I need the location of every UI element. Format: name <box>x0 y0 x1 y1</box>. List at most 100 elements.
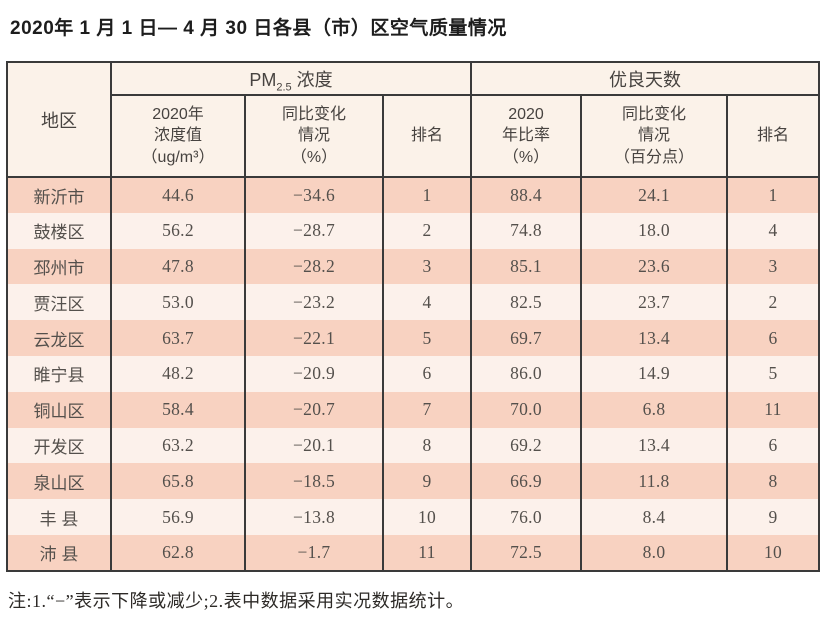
pm25-suffix: 浓度 <box>291 69 333 90</box>
pm25-yoy-cell: −1.7 <box>244 534 384 571</box>
table-row: 邳州市 47.8 −28.2 3 85.1 23.6 3 <box>6 248 821 285</box>
air-quality-table: 地区 PM2.5 浓度 优良天数 2020年 浓度值 （ug/m³） 同比变化 … <box>6 61 821 572</box>
gooddays-rank-cell: 1 <box>725 177 821 213</box>
gooddays-yoy-cell: 6.8 <box>580 391 728 428</box>
region-cell: 贾汪区 <box>6 284 112 321</box>
table-row: 开发区 63.2 −20.1 8 69.2 13.4 6 <box>6 427 821 464</box>
pm25-rank-cell: 9 <box>382 463 472 500</box>
gooddays-rank-cell: 8 <box>725 463 821 500</box>
column-header-gooddays-rank: 排名 <box>725 95 821 178</box>
header-sub-row: 2020年 浓度值 （ug/m³） 同比变化 情况 （%） 排名 2020 年比… <box>7 95 821 178</box>
pm25-yoy-cell: −22.1 <box>244 320 384 356</box>
gooddays-rate-cell: 70.0 <box>470 391 582 428</box>
pm25-value-cell: 44.6 <box>110 177 246 213</box>
gooddays-rank-cell: 3 <box>725 248 821 285</box>
gooddays-yoy-cell: 14.9 <box>580 355 728 392</box>
table-row: 云龙区 63.7 −22.1 5 69.7 13.4 6 <box>6 320 821 356</box>
gooddays-rank-cell: 6 <box>725 320 821 356</box>
gooddays-yoy-cell: 23.6 <box>580 248 728 285</box>
gooddays-rate-cell: 85.1 <box>470 248 582 285</box>
pm25-value-cell: 56.2 <box>110 212 246 249</box>
region-cell: 丰 县 <box>6 499 112 535</box>
table-row: 丰 县 56.9 −13.8 10 76.0 8.4 9 <box>6 499 821 535</box>
pm25-rank-cell: 3 <box>382 248 472 285</box>
pm25-yoy-cell: −28.7 <box>244 212 384 249</box>
gooddays-rank-cell: 2 <box>725 284 821 321</box>
gooddays-rate-cell: 69.2 <box>470 427 582 464</box>
region-cell: 新沂市 <box>6 177 112 213</box>
table-row: 泉山区 65.8 −18.5 9 66.9 11.8 8 <box>6 463 821 500</box>
table-header: 地区 PM2.5 浓度 优良天数 2020年 浓度值 （ug/m³） 同比变化 … <box>6 62 821 178</box>
column-header-pm25-rank: 排名 <box>382 95 472 178</box>
gooddays-rate-cell: 69.7 <box>470 320 582 356</box>
region-cell: 铜山区 <box>6 391 112 428</box>
gooddays-yoy-cell: 8.4 <box>580 499 728 535</box>
pm25-yoy-cell: −23.2 <box>244 284 384 321</box>
pm25-yoy-cell: −20.1 <box>244 427 384 464</box>
gooddays-rank-cell: 6 <box>725 427 821 464</box>
pm25-rank-cell: 8 <box>382 427 472 464</box>
pm25-yoy-cell: −20.7 <box>244 391 384 428</box>
header-group-row: 地区 PM2.5 浓度 优良天数 <box>6 62 821 178</box>
pm25-label: PM <box>249 69 277 90</box>
pm25-rank-cell: 7 <box>382 391 472 428</box>
table-row: 新沂市 44.6 −34.6 1 88.4 24.1 1 <box>6 177 821 213</box>
pm25-value-cell: 63.2 <box>110 427 246 464</box>
region-cell: 泉山区 <box>6 463 112 500</box>
column-group-good-days: 优良天数 <box>469 62 821 96</box>
gooddays-rate-cell: 74.8 <box>470 212 582 249</box>
region-cell: 沛 县 <box>6 534 112 571</box>
gooddays-rate-cell: 82.5 <box>470 284 582 321</box>
region-cell: 云龙区 <box>6 320 112 356</box>
table-row: 鼓楼区 56.2 −28.7 2 74.8 18.0 4 <box>6 212 821 249</box>
gooddays-yoy-cell: 11.8 <box>580 463 728 500</box>
gooddays-rate-cell: 88.4 <box>470 177 582 213</box>
pm25-rank-cell: 6 <box>382 355 472 392</box>
pm25-value-cell: 56.9 <box>110 499 246 535</box>
gooddays-rate-cell: 66.9 <box>470 463 582 500</box>
gooddays-yoy-cell: 18.0 <box>580 212 728 249</box>
pm25-rank-cell: 10 <box>382 499 472 535</box>
pm25-yoy-cell: −34.6 <box>244 177 384 213</box>
gooddays-rank-cell: 4 <box>725 212 821 249</box>
column-header-gooddays-yoy: 同比变化 情况 （百分点） <box>580 95 728 178</box>
column-header-region: 地区 <box>6 62 112 178</box>
table-footnote: 注:1.“−”表示下降或减少;2.表中数据采用实况数据统计。 <box>8 590 465 611</box>
pm25-value-cell: 47.8 <box>110 248 246 285</box>
region-cell: 邳州市 <box>6 248 112 285</box>
pm25-value-cell: 63.7 <box>110 320 246 356</box>
gooddays-yoy-cell: 13.4 <box>580 320 728 356</box>
table-row: 沛 县 62.8 −1.7 11 72.5 8.0 10 <box>6 534 821 571</box>
column-group-pm25: PM2.5 浓度 <box>110 62 472 96</box>
column-header-pm25-value: 2020年 浓度值 （ug/m³） <box>110 95 246 178</box>
table-row: 睢宁县 48.2 −20.9 6 86.0 14.9 5 <box>6 355 821 392</box>
table-row: 铜山区 58.4 −20.7 7 70.0 6.8 11 <box>6 391 821 428</box>
pm25-yoy-cell: −18.5 <box>244 463 384 500</box>
pm25-value-cell: 48.2 <box>110 355 246 392</box>
page-title: 2020年 1 月 1 日— 4 月 30 日各县（市）区空气质量情况 <box>10 18 507 39</box>
pm25-rank-cell: 2 <box>382 212 472 249</box>
gooddays-yoy-cell: 8.0 <box>580 534 728 571</box>
region-cell: 开发区 <box>6 427 112 464</box>
pm25-rank-cell: 11 <box>382 534 472 571</box>
region-cell: 鼓楼区 <box>6 212 112 249</box>
gooddays-rate-cell: 86.0 <box>470 355 582 392</box>
pm25-subscript: 2.5 <box>276 81 292 94</box>
pm25-value-cell: 58.4 <box>110 391 246 428</box>
pm25-rank-cell: 1 <box>382 177 472 213</box>
pm25-value-cell: 65.8 <box>110 463 246 500</box>
gooddays-rank-cell: 10 <box>725 534 821 571</box>
pm25-value-cell: 62.8 <box>110 534 246 571</box>
pm25-rank-cell: 5 <box>382 320 472 356</box>
table-row: 贾汪区 53.0 −23.2 4 82.5 23.7 2 <box>6 284 821 321</box>
gooddays-yoy-cell: 23.7 <box>580 284 728 321</box>
pm25-value-cell: 53.0 <box>110 284 246 321</box>
pm25-rank-cell: 4 <box>382 284 472 321</box>
gooddays-rate-cell: 76.0 <box>470 499 582 535</box>
pm25-yoy-cell: −28.2 <box>244 248 384 285</box>
table-body: 新沂市 44.6 −34.6 1 88.4 24.1 1 鼓楼区 56.2 −2… <box>6 177 821 571</box>
gooddays-rank-cell: 11 <box>725 391 821 428</box>
gooddays-rate-cell: 72.5 <box>470 534 582 571</box>
gooddays-yoy-cell: 13.4 <box>580 427 728 464</box>
pm25-yoy-cell: −20.9 <box>244 355 384 392</box>
